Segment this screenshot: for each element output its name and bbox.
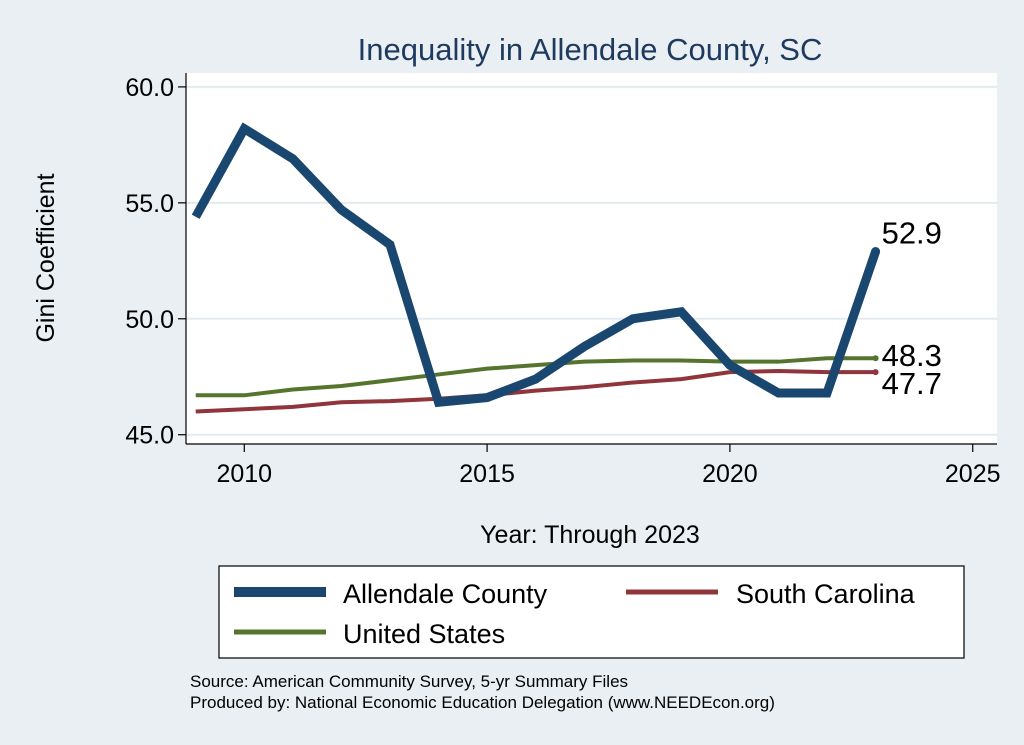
- end-label-allendale-county: 52.9: [882, 216, 942, 251]
- chart-title: Inequality in Allendale County, SC: [358, 32, 823, 67]
- y-tick-label: 45.0: [125, 422, 174, 450]
- end-point-united-states: [873, 355, 879, 361]
- x-tick-label: 2025: [945, 460, 1001, 488]
- x-tick-label: 2020: [702, 460, 758, 488]
- producer-note: Produced by: National Economic Education…: [190, 693, 775, 712]
- legend-label-united-states: United States: [343, 619, 505, 649]
- y-tick-label: 60.0: [125, 74, 174, 102]
- source-note: Source: American Community Survey, 5-yr …: [190, 672, 628, 691]
- legend-label-south-carolina: South Carolina: [736, 579, 916, 609]
- y-tick-label: 55.0: [125, 190, 174, 218]
- chart-figure: Inequality in Allendale County, SC 45.0 5…: [0, 0, 1024, 745]
- end-point-south-carolina: [873, 369, 879, 375]
- x-ticks: 2010 2015 2020 2025: [216, 444, 1000, 488]
- legend: Allendale County South Carolina United S…: [219, 566, 964, 658]
- y-tick-label: 50.0: [125, 306, 174, 334]
- end-point-allendale-county: [871, 247, 880, 256]
- y-axis-label: Gini Coefficient: [32, 173, 60, 342]
- line-chart: Inequality in Allendale County, SC 45.0 5…: [0, 0, 1024, 745]
- legend-label-allendale-county: Allendale County: [343, 579, 548, 609]
- x-tick-label: 2010: [216, 460, 272, 488]
- x-axis-label: Year: Through 2023: [480, 521, 700, 549]
- x-tick-label: 2015: [459, 460, 515, 488]
- end-label-united-states: 48.3: [882, 338, 942, 373]
- y-ticks: 45.0 50.0 55.0 60.0: [125, 74, 186, 450]
